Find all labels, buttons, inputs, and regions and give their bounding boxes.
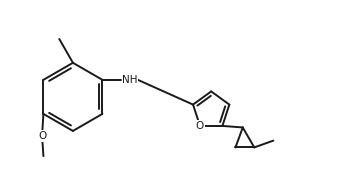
Text: O: O xyxy=(38,131,46,141)
Text: O: O xyxy=(196,121,204,131)
Text: NH: NH xyxy=(122,75,138,85)
